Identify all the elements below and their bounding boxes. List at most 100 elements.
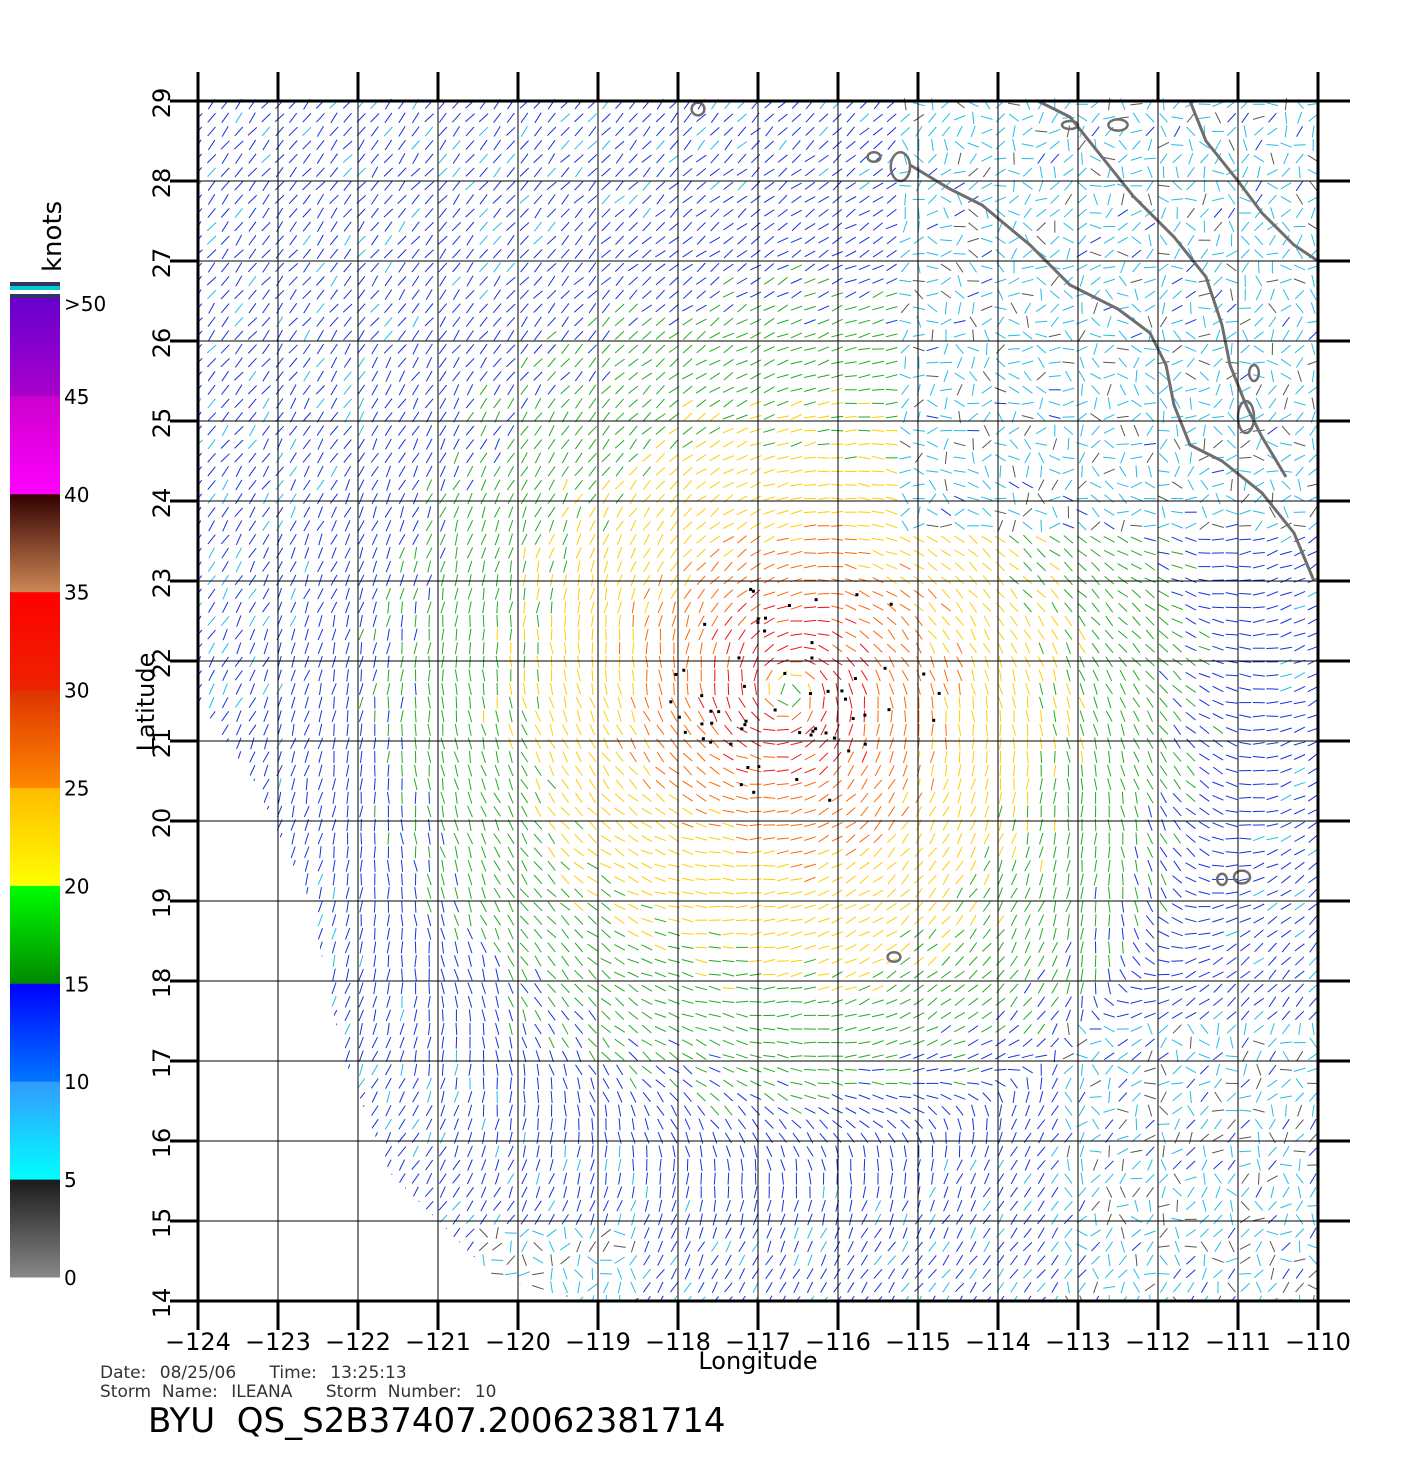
wind-vector: [1267, 729, 1279, 731]
wind-vector: [1066, 1010, 1070, 1021]
wind-vector: [468, 765, 471, 777]
wind-vector: [1013, 724, 1016, 736]
wind-vector: [929, 1119, 936, 1129]
wind-vector: [496, 1146, 499, 1158]
wind-vector: [320, 683, 322, 695]
wind-vector: [1081, 887, 1083, 899]
wind-vector: [1161, 874, 1166, 885]
wind-vector: [1103, 1287, 1115, 1289]
wind-vector: [1009, 1040, 1020, 1046]
wind-vector: [1239, 797, 1251, 798]
wind-vector: [1009, 549, 1019, 556]
wind-vector: [359, 1010, 364, 1021]
wind-vector: [399, 1119, 405, 1129]
wind-vector: [1051, 616, 1058, 626]
wind-vector: [915, 1269, 922, 1278]
wind-vector: [818, 620, 830, 621]
wind-vector: [532, 1286, 543, 1290]
wind-vector: [1090, 1041, 1101, 1044]
wind-vector: [890, 1200, 893, 1212]
wind-vector: [249, 534, 256, 544]
wind-vector: [722, 988, 734, 989]
wind-vector: [235, 1269, 243, 1278]
wind-vector: [628, 945, 639, 950]
wind-vector: [208, 752, 216, 761]
wind-vector: [944, 1173, 948, 1184]
wind-vector: [1146, 685, 1155, 693]
wind-vector: [1008, 510, 1019, 515]
wind-vector: [412, 507, 418, 517]
wind-vector: [385, 1119, 391, 1129]
wind-vector: [750, 838, 762, 840]
wind-vector: [660, 642, 661, 654]
wind-vector: [835, 1241, 840, 1252]
wind-vector: [235, 698, 242, 708]
wind-vector: [1095, 982, 1096, 994]
wind-vector: [402, 969, 403, 981]
wind-vector: [492, 1243, 502, 1250]
wind-vector: [250, 969, 256, 980]
wind-vector: [1064, 562, 1072, 571]
wind-vector: [658, 1255, 663, 1266]
wind-vector: [777, 1081, 788, 1086]
wind-vector: [482, 547, 486, 558]
wind-vector: [496, 1159, 499, 1170]
wind-vector: [454, 1119, 458, 1130]
wind-vector: [483, 602, 485, 614]
wind-vector: [723, 865, 735, 867]
wind-vector: [655, 986, 666, 991]
wind-vector: [849, 1227, 853, 1238]
wind-vector: [1160, 902, 1167, 912]
wind-vector: [791, 851, 803, 853]
wind-vector: [550, 561, 554, 572]
wind-vector: [482, 1146, 486, 1157]
wind-vector: [1282, 1011, 1290, 1020]
wind-vector: [646, 629, 649, 641]
wind-vector: [562, 929, 569, 939]
wind-vector: [998, 847, 1003, 858]
wind-vector: [778, 1094, 788, 1101]
wind-vector: [441, 792, 445, 803]
wind-vector: [739, 630, 746, 640]
wind-vector: [791, 1014, 803, 1017]
wind-vector: [1226, 865, 1238, 867]
wind-vector: [264, 887, 268, 898]
wind-vector: [983, 1187, 990, 1197]
wind-vector: [983, 508, 992, 516]
wind-vector: [686, 1186, 688, 1198]
wind-vector: [578, 1282, 580, 1294]
wind-vector: [576, 793, 583, 803]
wind-vector: [509, 507, 513, 518]
wind-vector: [685, 1241, 691, 1252]
wind-vector: [845, 591, 856, 596]
wind-vector: [305, 901, 308, 913]
wind-vector: [360, 1064, 363, 1076]
wind-vector: [1144, 525, 1156, 527]
wind-vector: [1295, 903, 1305, 910]
wind-vector: [317, 1269, 325, 1278]
wind-vector: [1283, 1173, 1288, 1184]
wind-vector: [1256, 1051, 1261, 1062]
wind-vector: [1041, 710, 1042, 722]
wind-vector: [804, 932, 816, 935]
wind-vector: [305, 615, 309, 626]
wind-vector: [1106, 1065, 1113, 1074]
wind-vector: [791, 754, 801, 760]
wind-vector: [1172, 619, 1183, 624]
wind-vector: [1118, 631, 1127, 639]
wind-vector: [441, 1105, 445, 1116]
wind-vector: [873, 578, 884, 583]
wind-vector: [303, 1269, 310, 1279]
wind-vector: [1253, 784, 1265, 785]
wind-vector: [1281, 984, 1290, 992]
wind-vector: [318, 507, 322, 518]
wind-vector: [536, 602, 539, 614]
wind-vector: [522, 1160, 527, 1171]
legend-tick-20: 20: [64, 874, 89, 898]
wind-vector: [1240, 1244, 1251, 1250]
wind-vector: [1226, 620, 1238, 622]
wind-vector: [1268, 1080, 1278, 1087]
wind-vector: [753, 656, 758, 667]
wind-vector: [415, 928, 416, 940]
wind-vector: [575, 943, 583, 952]
